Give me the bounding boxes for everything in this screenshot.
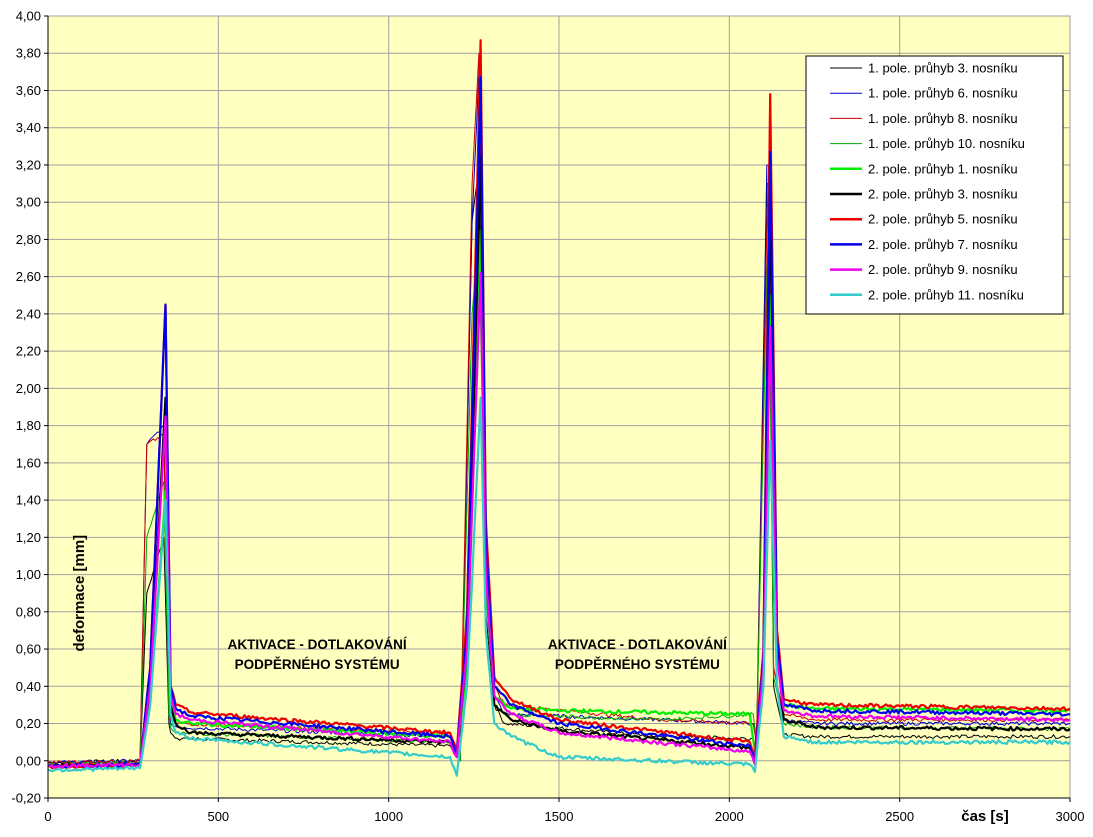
series-line: [47, 271, 1071, 769]
y-tick-label: 3,40: [16, 120, 41, 135]
y-tick-label: 1,20: [16, 530, 41, 545]
annotations: AKTIVACE - DOTLAKOVÁNÍ PODPĚRNÉHO SYSTÉMU…: [228, 637, 728, 672]
series-line: [47, 238, 1071, 767]
annotation-text: PODPĚRNÉHO SYSTÉMU: [235, 657, 400, 672]
x-tick-label: 2000: [715, 809, 744, 824]
y-tick-label: 2,40: [16, 306, 41, 321]
y-tick-label: 0,00: [16, 753, 41, 768]
y-tick-label: 3,60: [16, 83, 41, 98]
legend-label: 2. pole. průhyb 7. nosníku: [868, 237, 1018, 252]
legend-label: 1. pole. průhyb 6. nosníku: [868, 86, 1018, 101]
y-tick-label: -0,20: [11, 791, 41, 806]
x-tick-label: 500: [207, 809, 229, 824]
series-line: [48, 229, 1071, 769]
legend-label: 2. pole. průhyb 9. nosníku: [868, 262, 1018, 277]
series-line: [47, 154, 1071, 770]
series-line: [48, 164, 1071, 765]
y-tick-label: 2,20: [16, 344, 41, 359]
y-tick-label: 4,00: [16, 9, 41, 24]
legend-box: [805, 55, 1064, 315]
y-tick-label: 1,60: [16, 455, 41, 470]
x-tick-label: 1500: [545, 809, 574, 824]
legend: 1. pole. průhyb 3. nosníku 1. pole. průhy…: [805, 55, 1064, 315]
annotation-text: AKTIVACE - DOTLAKOVÁNÍ: [548, 637, 728, 652]
y-tick-label: 1,00: [16, 567, 41, 582]
legend-label: 2. pole. průhyb 1. nosníku: [868, 161, 1018, 176]
series-line: [47, 396, 1071, 777]
y-tick-label: 3,80: [16, 46, 41, 61]
series-line: [47, 39, 1071, 770]
legend-label: 2. pole. průhyb 3. nosníku: [868, 187, 1018, 202]
y-tick-label: 3,20: [16, 157, 41, 172]
annotation-text: PODPĚRNÉHO SYSTÉMU: [555, 657, 720, 672]
y-tick-label: 2,80: [16, 232, 41, 247]
legend-label: 2. pole. průhyb 11. nosníku: [868, 287, 1024, 302]
y-tick-label: 2,60: [16, 269, 41, 284]
y-tick-label: 0,20: [16, 716, 41, 731]
legend-label: 1. pole. průhyb 10. nosníku: [868, 136, 1025, 151]
y-tick-label: 3,00: [16, 195, 41, 210]
legend-label: 1. pole. průhyb 8. nosníku: [868, 111, 1018, 126]
axes: -0,20 0,00 0,20 0,40 0,60 0,80 1,00 1,20 1,40 1,6…: [11, 9, 1084, 826]
series-line: [47, 76, 1071, 769]
x-tick-label: 1000: [374, 809, 403, 824]
legend-label: 1. pole. průhyb 3. nosníku: [868, 61, 1018, 76]
y-tick-label: 2,00: [16, 381, 41, 396]
x-tick-label: 3000: [1056, 809, 1085, 824]
annotation-text: AKTIVACE - DOTLAKOVÁNÍ: [228, 637, 408, 652]
x-axis-title: čas [s]: [961, 808, 1009, 825]
y-tick-label: 1,40: [16, 493, 41, 508]
y-tick-label: 0,40: [16, 679, 41, 694]
x-tick-label: 2500: [885, 809, 914, 824]
x-tick-label: 0: [44, 809, 51, 824]
series-layer: [47, 39, 1071, 777]
y-tick-label: 1,80: [16, 418, 41, 433]
legend-label: 2. pole. průhyb 5. nosníku: [868, 212, 1018, 227]
y-tick-label: 0,60: [16, 642, 41, 657]
y-axis-title: deformace [mm]: [71, 535, 88, 652]
y-tick-label: 0,80: [16, 604, 41, 619]
